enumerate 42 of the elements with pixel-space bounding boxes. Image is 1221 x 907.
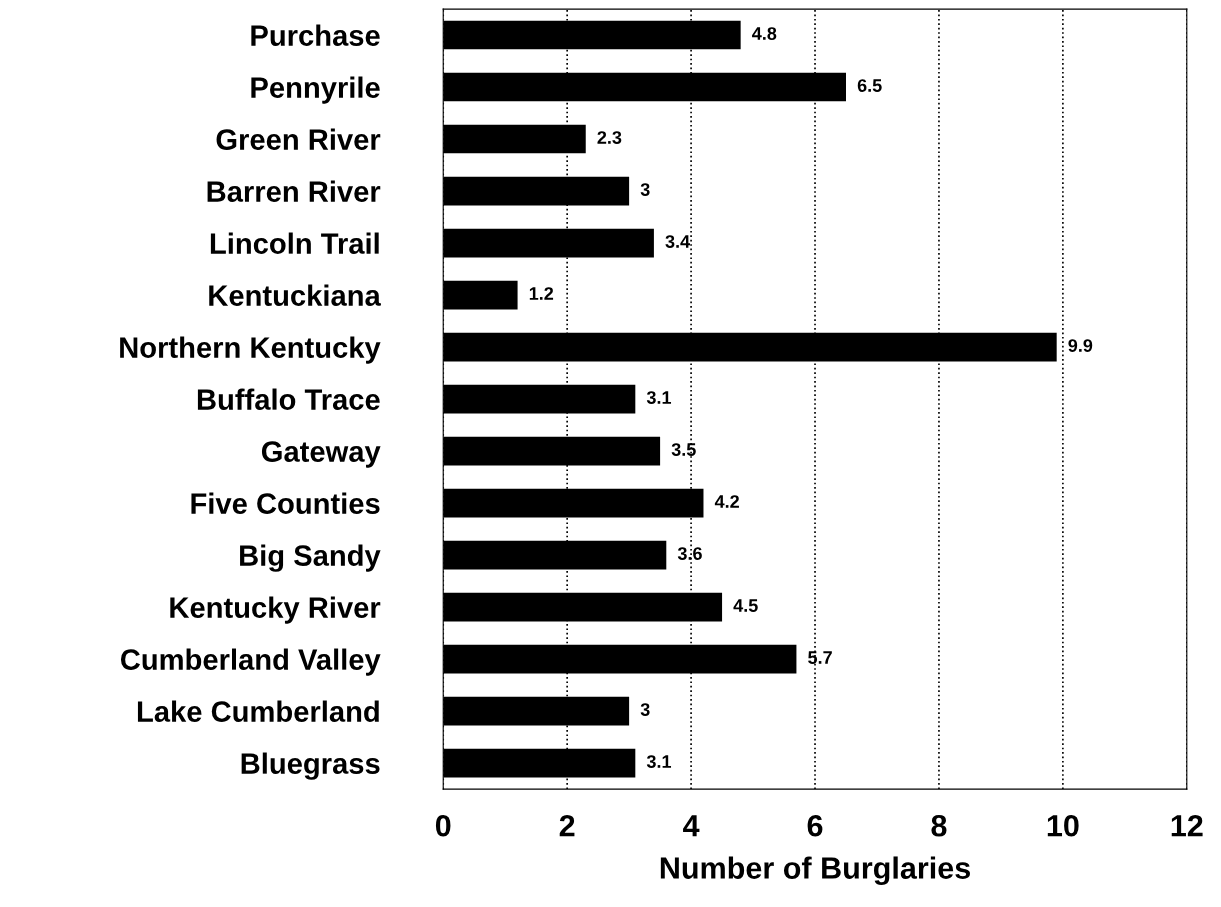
y-tick-label: Gateway (261, 441, 381, 468)
y-tick-label: Buffalo Trace (197, 388, 380, 410)
data-label: 3.1 (646, 755, 672, 768)
data-label: 9.9 (1068, 339, 1093, 352)
data-label: 3 (640, 703, 650, 716)
y-tick-label: Northern Kentucky (120, 336, 381, 364)
data-label: 4.2 (714, 495, 739, 508)
y-tick-label: Kentucky River (170, 596, 381, 624)
x-axis-title: Number of Burglaries (660, 856, 970, 886)
data-label: 3.5 (671, 443, 696, 456)
y-tick-label: Cumberland Valley (120, 648, 381, 676)
data-label: 3.6 (677, 547, 702, 560)
data-label: 4.8 (752, 27, 777, 40)
data-label: 6.5 (857, 79, 882, 92)
y-tick-label: Pennyrile (251, 76, 380, 104)
bar (443, 592, 723, 622)
y-tick-label: Purchase (251, 24, 380, 46)
y-tick-label: Five Counties (191, 492, 380, 514)
y-tick-label: Lake Cumberland (137, 700, 379, 722)
y-tick-label: Lincoln Trail (210, 232, 379, 254)
bar (443, 332, 1057, 362)
y-tick-label: Barren River (207, 180, 381, 202)
y-tick-label: Kentuckiana (209, 284, 381, 306)
data-label: 2.3 (597, 131, 622, 144)
x-tick-label: 6 (807, 814, 823, 837)
data-label: 3.4 (665, 235, 691, 248)
data-label: 1.2 (529, 287, 554, 300)
x-tick-label: 12 (1171, 814, 1203, 837)
x-tick-label: 0 (435, 814, 451, 837)
data-label: 3 (640, 183, 650, 196)
y-tick-label: Bluegrass (241, 752, 380, 780)
bar (443, 280, 518, 310)
x-tick-label: 10 (1047, 814, 1079, 837)
y-tick-label: Green River (216, 128, 381, 150)
data-label: 3.1 (646, 391, 672, 404)
bar (443, 124, 586, 154)
y-tick-label: Big Sandy (240, 544, 381, 572)
x-tick-label: 8 (931, 814, 947, 837)
x-tick-label: 2 (559, 814, 575, 837)
data-label: 5.7 (808, 651, 832, 664)
data-label: 4.5 (733, 599, 758, 612)
x-tick-label: 4 (683, 815, 700, 837)
